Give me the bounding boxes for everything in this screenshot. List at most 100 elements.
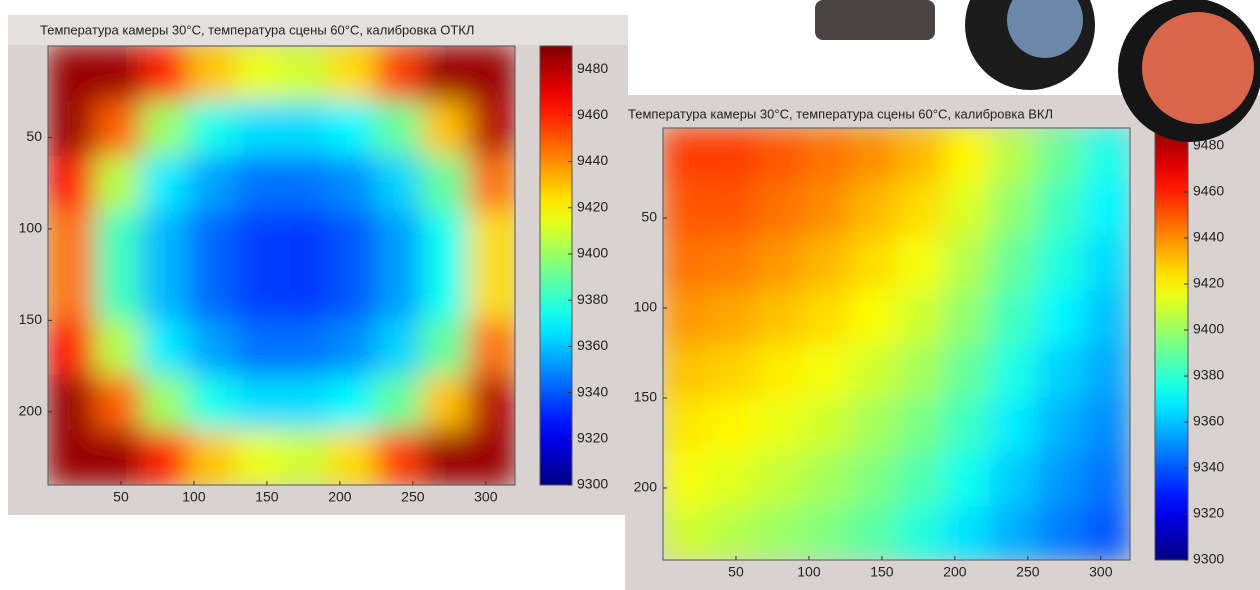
heatmap-cell bbox=[1036, 452, 1084, 507]
heatmap-cell bbox=[94, 100, 142, 157]
heatmap-cell bbox=[989, 290, 1038, 345]
heatmap-cell bbox=[709, 398, 757, 453]
heatmap-cell bbox=[421, 430, 469, 485]
colorbar-tick-label: 9440 bbox=[1193, 229, 1224, 245]
heatmap-cell bbox=[756, 236, 804, 291]
heatmap bbox=[48, 46, 515, 485]
heatmap-cell bbox=[989, 506, 1038, 560]
heatmap-cell bbox=[234, 100, 282, 157]
heatmap-cell bbox=[1083, 506, 1130, 560]
colorbar-tick-label: 9360 bbox=[577, 337, 608, 353]
x-tick-label: 300 bbox=[474, 489, 498, 505]
heatmap-cell bbox=[188, 265, 236, 321]
heatmap-cell bbox=[943, 506, 991, 560]
heatmap-cell bbox=[141, 210, 189, 266]
heatmap-cell bbox=[234, 430, 282, 485]
heatmap-cell bbox=[896, 236, 944, 291]
heatmap-cell bbox=[468, 46, 515, 102]
colorbar-tick-label: 9300 bbox=[1193, 551, 1224, 567]
heatmap-cell bbox=[989, 236, 1038, 291]
heatmap-cell bbox=[188, 375, 236, 431]
lens-decoration bbox=[815, 0, 1260, 142]
heatmap-cell bbox=[468, 375, 515, 431]
heatmap-cell bbox=[94, 430, 142, 485]
heatmap-cell bbox=[374, 46, 423, 102]
heatmap-cell bbox=[803, 398, 851, 453]
heatmap-cell bbox=[756, 182, 804, 237]
y-tick-label: 200 bbox=[19, 403, 43, 419]
y-tick-label: 150 bbox=[634, 389, 658, 405]
heatmap-cell bbox=[328, 46, 376, 102]
heatmap-cell bbox=[803, 506, 851, 560]
chart: Температура камеры 30°C, температура сце… bbox=[19, 22, 609, 504]
heatmap-cell bbox=[896, 506, 944, 560]
heatmap-cell bbox=[803, 236, 851, 291]
heatmap-cell bbox=[281, 46, 329, 102]
colorbar-tick-label: 9420 bbox=[577, 198, 608, 214]
heatmap-cell bbox=[94, 46, 142, 102]
heatmap-cell bbox=[374, 210, 423, 266]
heatmap-cell bbox=[48, 155, 96, 212]
heatmap-cell bbox=[803, 290, 851, 345]
heatmap-clip bbox=[663, 128, 1130, 560]
x-tick-label: 200 bbox=[943, 564, 967, 580]
y-tick-label: 150 bbox=[19, 311, 43, 327]
heatmap-cell bbox=[328, 100, 376, 157]
heatmap-cell bbox=[281, 155, 329, 212]
heatmap-cell bbox=[989, 182, 1038, 237]
heatmap-cell bbox=[421, 375, 469, 431]
heatmap-cell bbox=[896, 128, 944, 183]
heatmap-cell bbox=[943, 182, 991, 237]
heatmap-cell bbox=[281, 210, 329, 266]
heatmap-cell bbox=[328, 155, 376, 212]
heatmap-cell bbox=[943, 344, 991, 399]
heatmap-cell bbox=[421, 46, 469, 102]
heatmap-cell bbox=[374, 100, 423, 157]
heatmap-cell bbox=[141, 320, 189, 376]
heatmap-cell bbox=[709, 290, 757, 345]
heatmap-cell bbox=[468, 265, 515, 321]
heatmap-cell bbox=[849, 236, 897, 291]
colorbar-tick-label: 9480 bbox=[577, 60, 608, 76]
heatmap-cell bbox=[943, 398, 991, 453]
heatmap-cell bbox=[328, 375, 376, 431]
heatmap-cell bbox=[896, 344, 944, 399]
heatmap-cell bbox=[943, 290, 991, 345]
heatmap-cell bbox=[1083, 128, 1130, 183]
heatmap-cell bbox=[756, 398, 804, 453]
heatmap-cell bbox=[989, 344, 1038, 399]
heatmap-cell bbox=[663, 128, 711, 183]
title-bar bbox=[8, 15, 628, 45]
heatmap-cell bbox=[663, 290, 711, 345]
heatmap-cell bbox=[943, 452, 991, 507]
heatmap-cell bbox=[989, 128, 1038, 183]
heatmap-cell bbox=[1036, 506, 1084, 560]
heatmap-cell bbox=[468, 320, 515, 376]
colorbar-tick-label: 9380 bbox=[1193, 367, 1224, 383]
heatmap-cell bbox=[141, 46, 189, 102]
heatmap-cell bbox=[663, 452, 711, 507]
heatmap-cell bbox=[374, 155, 423, 212]
heatmap-cell bbox=[468, 430, 515, 485]
heatmap-cell bbox=[94, 210, 142, 266]
heatmap-cell bbox=[849, 182, 897, 237]
chart-title: Температура камеры 30°C, температура сце… bbox=[628, 106, 1053, 121]
heatmap-cell bbox=[896, 398, 944, 453]
heatmap-cell bbox=[374, 375, 423, 431]
x-tick-label: 100 bbox=[182, 489, 206, 505]
heatmap-cell bbox=[234, 46, 282, 102]
heatmap-cell bbox=[48, 46, 96, 102]
colorbar-tick-label: 9400 bbox=[577, 245, 608, 261]
heatmap-cell bbox=[234, 210, 282, 266]
x-tick-label: 50 bbox=[113, 489, 129, 505]
heatmap-cell bbox=[328, 430, 376, 485]
y-tick-label: 50 bbox=[26, 128, 42, 144]
heatmap-cell bbox=[849, 290, 897, 345]
heatmap-cell bbox=[281, 375, 329, 431]
heatmap-cell bbox=[94, 155, 142, 212]
x-tick-label: 150 bbox=[870, 564, 894, 580]
heatmap-cell bbox=[48, 265, 96, 321]
heatmap-cell bbox=[421, 210, 469, 266]
heatmap-cell bbox=[328, 265, 376, 321]
chart-title: Температура камеры 30°C, температура сце… bbox=[40, 22, 474, 37]
